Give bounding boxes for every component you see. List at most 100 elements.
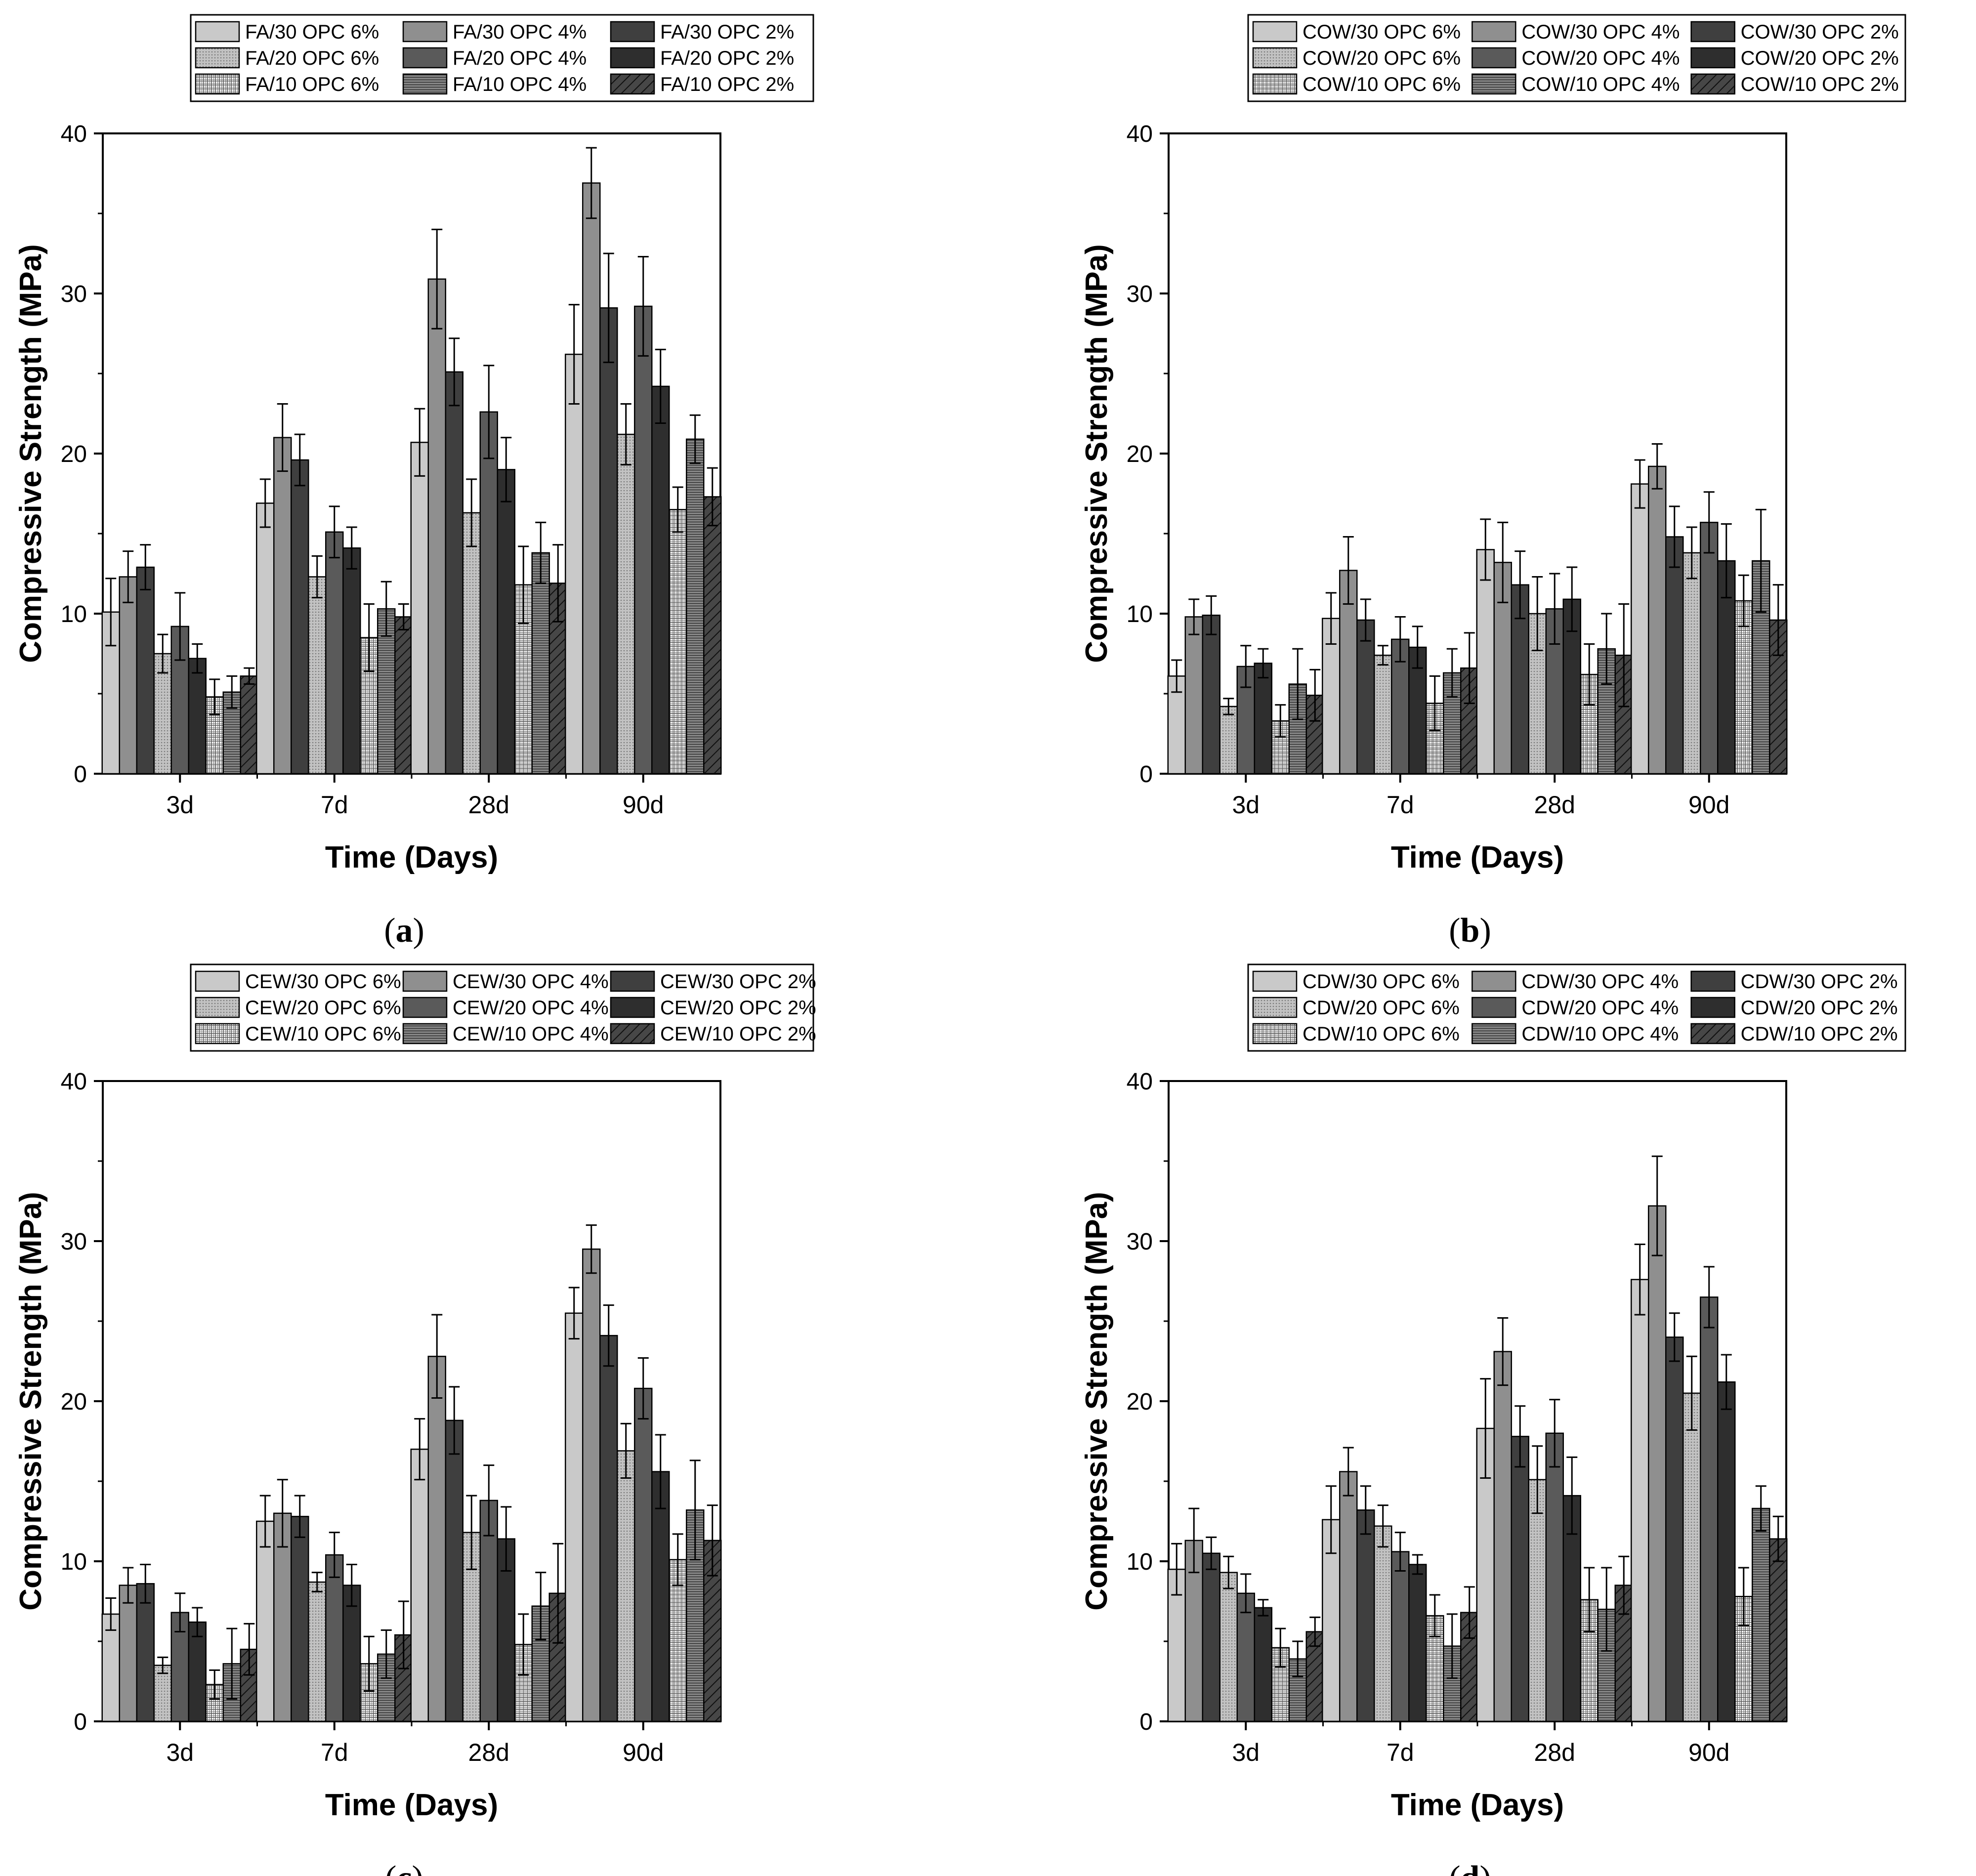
x-axis-title: Time (Days) bbox=[1391, 840, 1564, 875]
legend: CEW/30 OPC 6% CEW/30 OPC 4% CEW/30 OPC 2% C… bbox=[190, 963, 816, 1052]
x-tick-label: 3d bbox=[166, 791, 194, 819]
legend-swatch bbox=[610, 970, 655, 992]
legend-swatch bbox=[1690, 970, 1735, 992]
y-tick-label: 10 bbox=[1127, 601, 1153, 627]
error-bar bbox=[414, 408, 425, 477]
bar-90d-fa-20-opc-2- bbox=[651, 385, 670, 775]
legend-item: CDW/30 OPC 6% bbox=[1252, 970, 1460, 993]
y-tick-label: 0 bbox=[1139, 1709, 1153, 1735]
bar-28d-cdw-20-opc-4- bbox=[1545, 1432, 1564, 1722]
x-tick-label: 3d bbox=[1232, 791, 1260, 819]
legend-label: CEW/10 OPC 4% bbox=[453, 1023, 609, 1045]
error-bar bbox=[1171, 1542, 1182, 1596]
bar-7d-fa-20-opc-4- bbox=[325, 531, 344, 775]
bar-90d-cew-30-opc-4- bbox=[582, 1248, 601, 1722]
y-tick-label: 0 bbox=[74, 761, 87, 788]
bar-7d-cew-30-opc-6- bbox=[256, 1520, 275, 1722]
legend-item: FA/20 OPC 4% bbox=[402, 47, 587, 69]
error-bar bbox=[1240, 645, 1252, 688]
legend-item: COW/10 OPC 4% bbox=[1471, 73, 1680, 95]
bar-28d-cdw-20-opc-6- bbox=[1528, 1479, 1547, 1722]
legend-item: CEW/10 OPC 2% bbox=[610, 1023, 816, 1045]
legend-swatch bbox=[1690, 997, 1735, 1018]
y-tick-label: 40 bbox=[1127, 1069, 1153, 1095]
error-bar bbox=[1703, 1266, 1715, 1329]
legend-box bbox=[1247, 963, 1906, 1052]
error-bar bbox=[1532, 576, 1543, 652]
bar-90d-cew-20-opc-4- bbox=[634, 1387, 653, 1722]
legend-swatch bbox=[1471, 970, 1516, 992]
chart-panel-d: 0 10 20 30 40 3d 7d 28d 90d Time (Days) Compressiv… bbox=[1080, 963, 1906, 1876]
legend-swatch bbox=[1690, 47, 1735, 69]
y-tick-label: 10 bbox=[1127, 1549, 1153, 1575]
error-bar bbox=[1206, 595, 1217, 635]
x-tick-label: 3d bbox=[166, 1739, 194, 1766]
error-bar bbox=[1755, 508, 1766, 613]
error-bar bbox=[329, 505, 340, 559]
error-bar bbox=[1309, 1616, 1321, 1647]
error-bar bbox=[518, 1613, 529, 1676]
error-bar bbox=[466, 1495, 477, 1570]
bar-3d-cdw-30-opc-2- bbox=[1202, 1552, 1220, 1722]
legend-label: CDW/20 OPC 2% bbox=[1741, 997, 1898, 1019]
legend-swatch bbox=[195, 970, 240, 992]
error-bar bbox=[1223, 1555, 1234, 1589]
error-bar bbox=[1497, 1317, 1509, 1386]
y-tick-label: 30 bbox=[61, 281, 87, 307]
error-bar bbox=[431, 1314, 443, 1399]
bar-28d-cew-20-opc-4- bbox=[479, 1500, 498, 1722]
legend-item: FA/10 OPC 6% bbox=[195, 73, 379, 95]
legend-swatch bbox=[610, 1023, 655, 1044]
error-bar bbox=[1275, 1627, 1286, 1668]
legend-swatch bbox=[1252, 47, 1298, 69]
x-axis-title: Time (Days) bbox=[1391, 1788, 1564, 1822]
x-tick-label: 28d bbox=[1534, 791, 1575, 819]
error-bar bbox=[603, 252, 614, 363]
bar-28d-fa-30-opc-6- bbox=[410, 442, 429, 775]
legend-label: CEW/20 OPC 2% bbox=[660, 997, 816, 1019]
error-bar bbox=[174, 1592, 186, 1633]
error-bar bbox=[1258, 648, 1269, 679]
bar-7d-fa-10-opc-2- bbox=[394, 616, 413, 775]
bar-28d-fa-20-opc-6- bbox=[462, 512, 481, 775]
bar-28d-fa-10-opc-4- bbox=[531, 552, 550, 775]
error-bar bbox=[431, 228, 443, 330]
legend-label: CEW/10 OPC 6% bbox=[245, 1023, 401, 1045]
bar-90d-fa-10-opc-6- bbox=[669, 509, 687, 775]
error-bar bbox=[346, 526, 357, 570]
legend-label: FA/30 OPC 2% bbox=[660, 21, 794, 43]
y-tick-label: 30 bbox=[1127, 1229, 1153, 1255]
error-bar bbox=[568, 1287, 580, 1340]
legend: COW/30 OPC 6% COW/30 OPC 4% COW/30 OPC 2% C… bbox=[1247, 14, 1906, 102]
error-bar bbox=[1412, 625, 1423, 669]
bar-7d-fa-30-opc-2- bbox=[291, 459, 309, 775]
legend-label: FA/30 OPC 4% bbox=[453, 21, 587, 43]
error-bar bbox=[1429, 675, 1440, 732]
error-bar bbox=[1188, 1507, 1200, 1574]
legend-label: CDW/30 OPC 4% bbox=[1521, 971, 1679, 993]
error-bar bbox=[1651, 1155, 1663, 1256]
legend-label: COW/10 OPC 6% bbox=[1303, 74, 1461, 95]
legend-swatch bbox=[402, 73, 448, 95]
error-bar bbox=[346, 1563, 357, 1607]
error-bar bbox=[586, 147, 597, 219]
error-bar bbox=[244, 1623, 255, 1676]
bar-3d-cow-30-opc-4- bbox=[1184, 616, 1203, 775]
error-bar bbox=[620, 1422, 631, 1479]
error-bar bbox=[1549, 1399, 1560, 1468]
bar-3d-cew-30-opc-2- bbox=[136, 1583, 155, 1722]
bar-90d-cew-30-opc-2- bbox=[599, 1334, 618, 1722]
error-bar bbox=[157, 633, 168, 674]
error-bar bbox=[1738, 1567, 1749, 1626]
error-bar bbox=[105, 1597, 117, 1631]
legend-item: CDW/10 OPC 2% bbox=[1690, 1023, 1898, 1045]
error-bar bbox=[192, 1607, 203, 1637]
error-bar bbox=[552, 1542, 564, 1644]
legend-label: FA/10 OPC 2% bbox=[660, 74, 794, 95]
error-bar bbox=[466, 478, 477, 547]
y-tick-label: 20 bbox=[61, 1389, 87, 1415]
legend-item: COW/30 OPC 2% bbox=[1690, 21, 1899, 43]
error-bar bbox=[1497, 521, 1509, 603]
bar-90d-cow-30-opc-6- bbox=[1631, 483, 1649, 775]
